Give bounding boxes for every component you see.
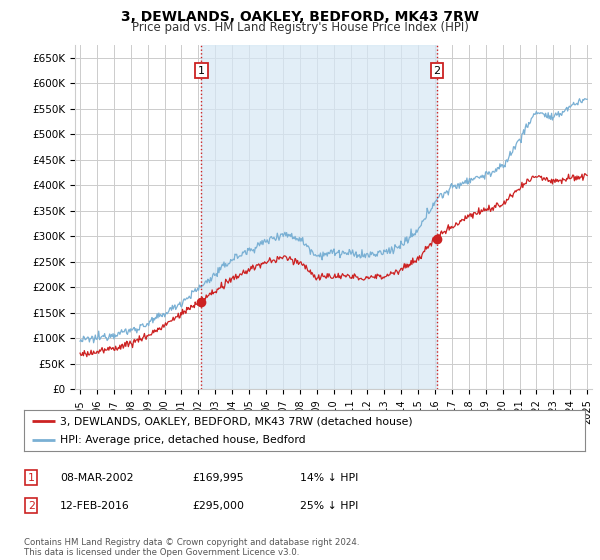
Text: 3, DEWLANDS, OAKLEY, BEDFORD, MK43 7RW (detached house): 3, DEWLANDS, OAKLEY, BEDFORD, MK43 7RW (…	[61, 417, 413, 426]
Text: 14% ↓ HPI: 14% ↓ HPI	[300, 473, 358, 483]
Text: £295,000: £295,000	[192, 501, 244, 511]
Text: Price paid vs. HM Land Registry's House Price Index (HPI): Price paid vs. HM Land Registry's House …	[131, 21, 469, 34]
Text: 25% ↓ HPI: 25% ↓ HPI	[300, 501, 358, 511]
Text: 08-MAR-2002: 08-MAR-2002	[60, 473, 133, 483]
Text: 12-FEB-2016: 12-FEB-2016	[60, 501, 130, 511]
Text: 1: 1	[28, 473, 35, 483]
Text: 2: 2	[28, 501, 35, 511]
Text: 1: 1	[198, 66, 205, 76]
Text: 2: 2	[433, 66, 440, 76]
Text: 3, DEWLANDS, OAKLEY, BEDFORD, MK43 7RW: 3, DEWLANDS, OAKLEY, BEDFORD, MK43 7RW	[121, 10, 479, 24]
Text: HPI: Average price, detached house, Bedford: HPI: Average price, detached house, Bedf…	[61, 435, 306, 445]
Bar	[202, 45, 437, 389]
Text: £169,995: £169,995	[192, 473, 244, 483]
Text: Contains HM Land Registry data © Crown copyright and database right 2024.
This d: Contains HM Land Registry data © Crown c…	[24, 538, 359, 557]
